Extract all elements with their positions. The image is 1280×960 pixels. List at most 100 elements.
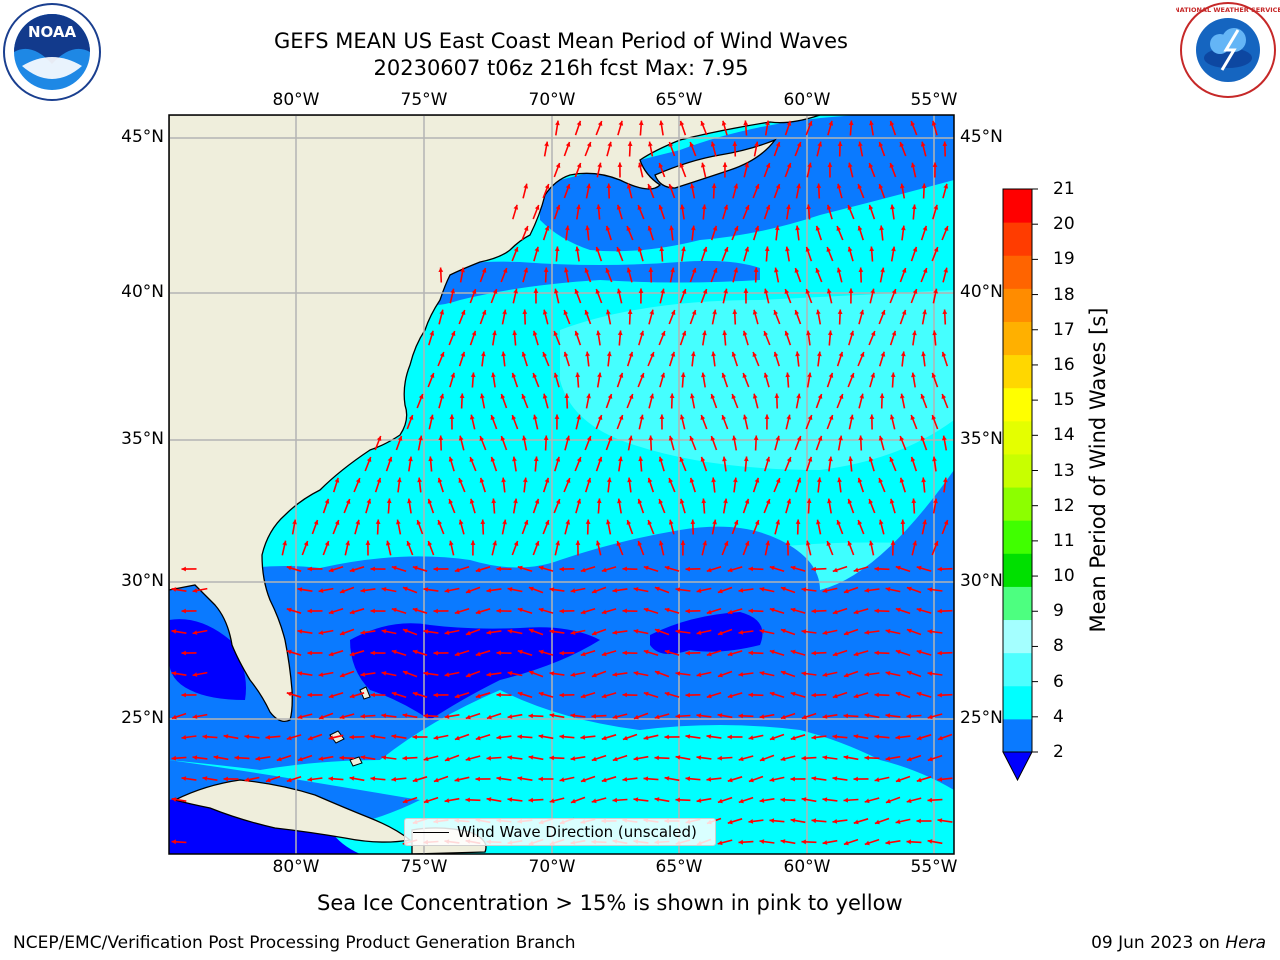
wave-direction-arrowhead <box>496 776 502 781</box>
wave-direction-arrowhead <box>612 714 618 720</box>
lon-tick-bottom: 75°W <box>400 857 448 877</box>
wave-direction-arrowhead <box>937 818 943 823</box>
wave-direction-arrowhead <box>878 184 884 189</box>
wave-direction-arrowhead <box>324 498 330 504</box>
wave-direction-arrowhead <box>513 288 518 294</box>
wave-direction-arrowhead <box>780 797 785 803</box>
wave-direction-arrowhead <box>533 456 539 462</box>
wave-direction-arrowhead <box>864 713 870 718</box>
wave-direction-arrowhead <box>460 351 466 357</box>
wave-direction-arrowhead <box>774 267 779 273</box>
wave-direction-arrowhead <box>618 372 624 378</box>
wave-direction-arrowhead <box>643 565 649 571</box>
legend-line-sample <box>413 832 449 833</box>
wave-direction-arrowhead <box>637 541 643 546</box>
wave-direction-arrowhead <box>449 414 455 419</box>
wave-direction-arrowhead <box>878 435 884 441</box>
wave-direction-arrowhead <box>817 141 823 147</box>
wave-direction-arrowhead <box>753 267 759 272</box>
wave-direction-arrowhead <box>837 141 843 146</box>
wave-direction-arrowhead <box>927 797 932 803</box>
wave-direction-arrowhead <box>937 566 942 572</box>
wave-direction-arrowhead <box>612 797 617 803</box>
wave-direction-arrowhead <box>664 649 670 655</box>
wave-direction-arrowhead <box>616 541 622 546</box>
wave-direction-arrowhead <box>522 435 527 441</box>
wave-direction-arrowhead <box>171 587 177 592</box>
wave-direction-arrowhead <box>370 608 375 614</box>
wave-direction-arrowhead <box>654 797 660 802</box>
wave-direction-arrowhead <box>795 225 800 231</box>
lon-tick-top: 60°W <box>783 90 831 110</box>
wave-direction-arrowhead <box>507 797 513 802</box>
wave-direction-arrowhead <box>811 566 816 572</box>
wave-direction-arrowhead <box>706 777 712 782</box>
graticule <box>169 115 954 854</box>
wave-direction-arrowhead <box>889 414 895 420</box>
wave-direction-arrowhead <box>790 776 795 782</box>
wave-direction-arrowhead <box>626 183 632 189</box>
wave-direction-arrowhead <box>480 393 485 399</box>
wave-direction-arrowhead <box>213 755 219 760</box>
wave-direction-arrowhead <box>859 352 865 357</box>
wave-direction-arrowhead <box>890 204 895 210</box>
wave-direction-arrowhead <box>849 330 855 336</box>
wave-direction-arrowhead <box>607 141 613 147</box>
wave-direction-arrowhead <box>402 670 408 676</box>
wave-direction-arrowhead <box>418 394 424 399</box>
wave-direction-arrowhead <box>733 183 739 189</box>
wave-direction-arrowhead <box>492 540 497 546</box>
wave-direction-arrowhead <box>465 630 471 636</box>
wave-direction-arrowhead <box>659 414 665 419</box>
wave-direction-arrowhead <box>901 268 907 273</box>
wave-direction-arrowhead <box>643 735 649 740</box>
wave-direction-arrowhead <box>549 713 555 718</box>
wave-direction-arrowhead <box>471 330 477 336</box>
wave-direction-arrowhead <box>796 436 802 441</box>
wave-direction-arrowhead <box>853 819 859 825</box>
colorbar-segment <box>1003 420 1032 455</box>
colorbar-tick-label: 14 <box>1053 425 1075 446</box>
colorbar-segment <box>1003 652 1032 687</box>
wave-direction-arrowhead <box>658 163 664 168</box>
wave-direction-arrowhead <box>513 247 519 252</box>
wave-direction-arrowhead <box>465 714 471 720</box>
wave-direction-arrowhead <box>706 734 712 739</box>
wave-direction-arrowhead <box>307 608 312 614</box>
wave-direction-arrowhead <box>795 351 800 357</box>
wave-direction-arrowhead <box>780 714 786 720</box>
wave-direction-arrowhead <box>528 755 534 760</box>
wave-direction-arrowhead <box>765 499 771 504</box>
wave-direction-arrowhead <box>444 630 450 635</box>
wave-direction-arrowhead <box>664 565 670 571</box>
wave-direction-arrowhead <box>931 120 937 126</box>
wave-direction-arrowhead <box>647 184 652 189</box>
wave-direction-arrowhead <box>727 734 732 740</box>
wave-direction-arrowhead <box>480 519 486 524</box>
wave-direction-arrowhead <box>627 477 632 483</box>
wave-direction-arrowhead <box>733 520 739 525</box>
wave-direction-arrowhead <box>532 373 537 378</box>
wave-direction-arrowhead <box>843 713 848 719</box>
wave-direction-arrowhead <box>906 628 912 634</box>
wave-direction-arrowhead <box>265 734 271 740</box>
wave-direction-arrowhead <box>828 120 834 126</box>
wave-direction-arrowhead <box>387 456 393 462</box>
wave-direction-arrowhead <box>765 540 770 546</box>
wave-direction-arrowhead <box>355 519 361 525</box>
wave-direction-arrowhead <box>933 204 939 210</box>
lat-tick-right: 30°N <box>960 571 1003 591</box>
wave-direction-arrowhead <box>826 541 832 546</box>
wave-direction-arrowhead <box>376 477 382 483</box>
wave-direction-arrowhead <box>444 756 450 762</box>
wave-direction-arrowhead <box>786 457 792 462</box>
wave-direction-arrowhead <box>723 288 728 294</box>
wave-direction-arrowhead <box>439 352 445 357</box>
wave-direction-arrowhead <box>685 776 691 782</box>
wave-direction-arrowhead <box>574 330 580 336</box>
wave-direction-arrowhead <box>822 588 828 593</box>
wave-direction-arrowhead <box>307 692 312 698</box>
wave-direction-arrowhead <box>796 393 801 399</box>
wave-direction-arrowhead <box>265 777 271 783</box>
wave-direction-arrowhead <box>910 162 916 168</box>
